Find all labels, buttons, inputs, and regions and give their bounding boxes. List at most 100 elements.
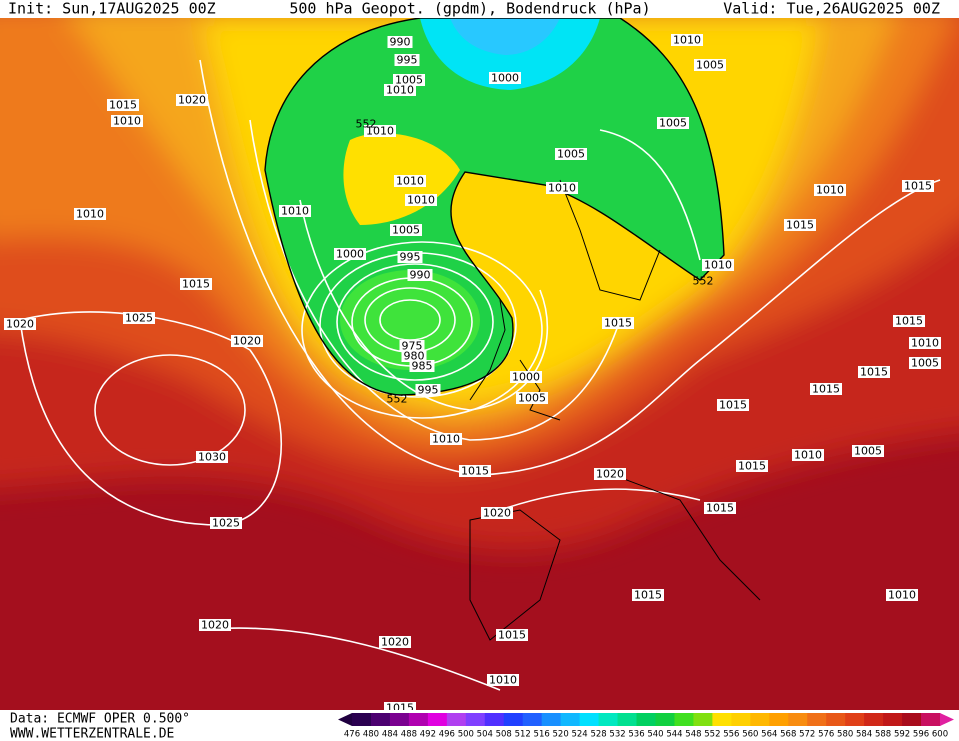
isobar-label-box	[364, 125, 396, 137]
isobar-label-box	[909, 337, 941, 349]
colorbar-cell	[617, 713, 638, 726]
isobar-label-box	[694, 59, 726, 71]
isobar-label-box	[902, 180, 934, 192]
colorbar-cell	[712, 713, 732, 726]
colorbar-label: 540	[647, 730, 663, 740]
isobar-label-box	[814, 184, 846, 196]
colorbar-cell	[807, 713, 827, 726]
colorbar-label: 512	[515, 730, 531, 740]
isobar-label-box	[384, 84, 416, 96]
isobar-label: 1005	[392, 224, 420, 237]
isobar-label-box	[496, 629, 528, 641]
isobar-label: 995	[418, 384, 439, 397]
colorbar-cell	[427, 713, 448, 726]
isobar-label: 1015	[812, 383, 840, 396]
isobar-label: 1010	[407, 194, 435, 207]
data-source: Data: ECMWF OPER 0.500°	[10, 712, 190, 727]
isobar-label-box	[401, 350, 427, 362]
isobar-label-box	[196, 451, 228, 463]
isobar-label: 1030	[198, 451, 226, 464]
isobar-label: 1020	[201, 619, 229, 632]
colorbar-label: 536	[628, 730, 644, 740]
colorbar-label: 556	[723, 730, 739, 740]
isobar-label-box	[671, 34, 703, 46]
contour-552	[264, 18, 725, 396]
colorbar-label: 552	[704, 730, 720, 740]
colorbar-cell	[731, 713, 751, 726]
isobar-label-box	[394, 175, 426, 187]
isobar-label-box	[516, 392, 548, 404]
colorbar-label: 492	[420, 730, 436, 740]
isobar-label: 975	[402, 340, 423, 353]
isobar-label: 995	[397, 54, 418, 67]
isobar-label-box	[210, 517, 242, 529]
isobar-label-box	[397, 251, 423, 263]
colorbar-label: 508	[496, 730, 512, 740]
isobar-label-box	[487, 674, 519, 686]
isobar-label: 1010	[548, 182, 576, 195]
isobar-label-box	[393, 74, 425, 86]
isobar-label-box	[387, 36, 413, 48]
colorbar-cell	[370, 713, 391, 726]
colorbar-label: 580	[837, 730, 853, 740]
colorbar-arrow-low	[338, 713, 352, 726]
site-name: WWW.WETTERZENTRALE.DE	[10, 727, 174, 741]
colorbar-label: 560	[742, 730, 758, 740]
colorbar-label: 568	[780, 730, 796, 740]
isobar-label: 1015	[786, 219, 814, 232]
isobar-label: 1020	[178, 94, 206, 107]
colorbar-cell	[408, 713, 429, 726]
isobar-label: 1005	[696, 59, 724, 72]
isobar-label-box	[123, 312, 155, 324]
colorbar: 476 480 484 488 492 496 500 504 508 512 516 520 524 5…	[338, 713, 954, 740]
colorbar-cell	[826, 713, 846, 726]
colorbar-cell	[352, 713, 372, 726]
isobar-label-box	[180, 278, 212, 290]
colorbar-label: 476	[344, 730, 360, 740]
isobar-label: 980	[404, 350, 425, 363]
colorbar-label: 564	[761, 730, 777, 740]
isobar-label: 1000	[512, 371, 540, 384]
isobar-label: 1015	[895, 315, 923, 328]
isobar-label-box	[415, 384, 441, 396]
isobar-label: 1015	[498, 629, 526, 642]
isobar-label-box	[657, 117, 689, 129]
colorbar-cell	[446, 713, 467, 726]
colorbar-label: 600	[932, 730, 948, 740]
isobar-label: 552	[387, 393, 408, 406]
isobar-label: 1000	[336, 248, 364, 261]
isobar-label-box	[784, 219, 816, 231]
isobar-label-box	[546, 182, 578, 194]
isobar-label: 1015	[634, 589, 662, 602]
valid-time: Valid: Tue,26AUG2025 00Z	[723, 0, 940, 18]
isobar-label-box	[379, 636, 411, 648]
isobar-label: 1020	[233, 335, 261, 348]
isobar-label-box	[632, 589, 664, 601]
isobar-label: 1000	[491, 72, 519, 85]
colorbar-label: 544	[666, 730, 682, 740]
isobar-label: 1010	[366, 125, 394, 138]
colorbar-label: 500	[458, 730, 474, 740]
map-area: 9909951005101010001010100510051005101010…	[0, 18, 959, 710]
isobar-label-box	[394, 54, 420, 66]
isobar-label: 1010	[673, 34, 701, 47]
isobar-label: 1010	[911, 337, 939, 350]
isobar-label: 1015	[860, 366, 888, 379]
isobar-label-box	[111, 115, 143, 127]
isobar-label: 1015	[719, 399, 747, 412]
isobar-label: 1010	[704, 259, 732, 272]
isobar-label: 995	[400, 251, 421, 264]
colorbar-cell	[522, 713, 543, 726]
isobar-label: 1005	[659, 117, 687, 130]
isobar-label-box	[199, 619, 231, 631]
isobar-label-box	[717, 399, 749, 411]
colorbar-cell	[579, 713, 600, 726]
isobar-label-box	[384, 702, 416, 710]
isobar-label-box	[399, 340, 425, 352]
isobar-label-box	[176, 94, 208, 106]
colorbar-cell	[864, 713, 884, 726]
isobar-label: 1015	[109, 99, 137, 112]
field-blue	[450, 18, 560, 55]
colorbar-label: 504	[477, 730, 493, 740]
